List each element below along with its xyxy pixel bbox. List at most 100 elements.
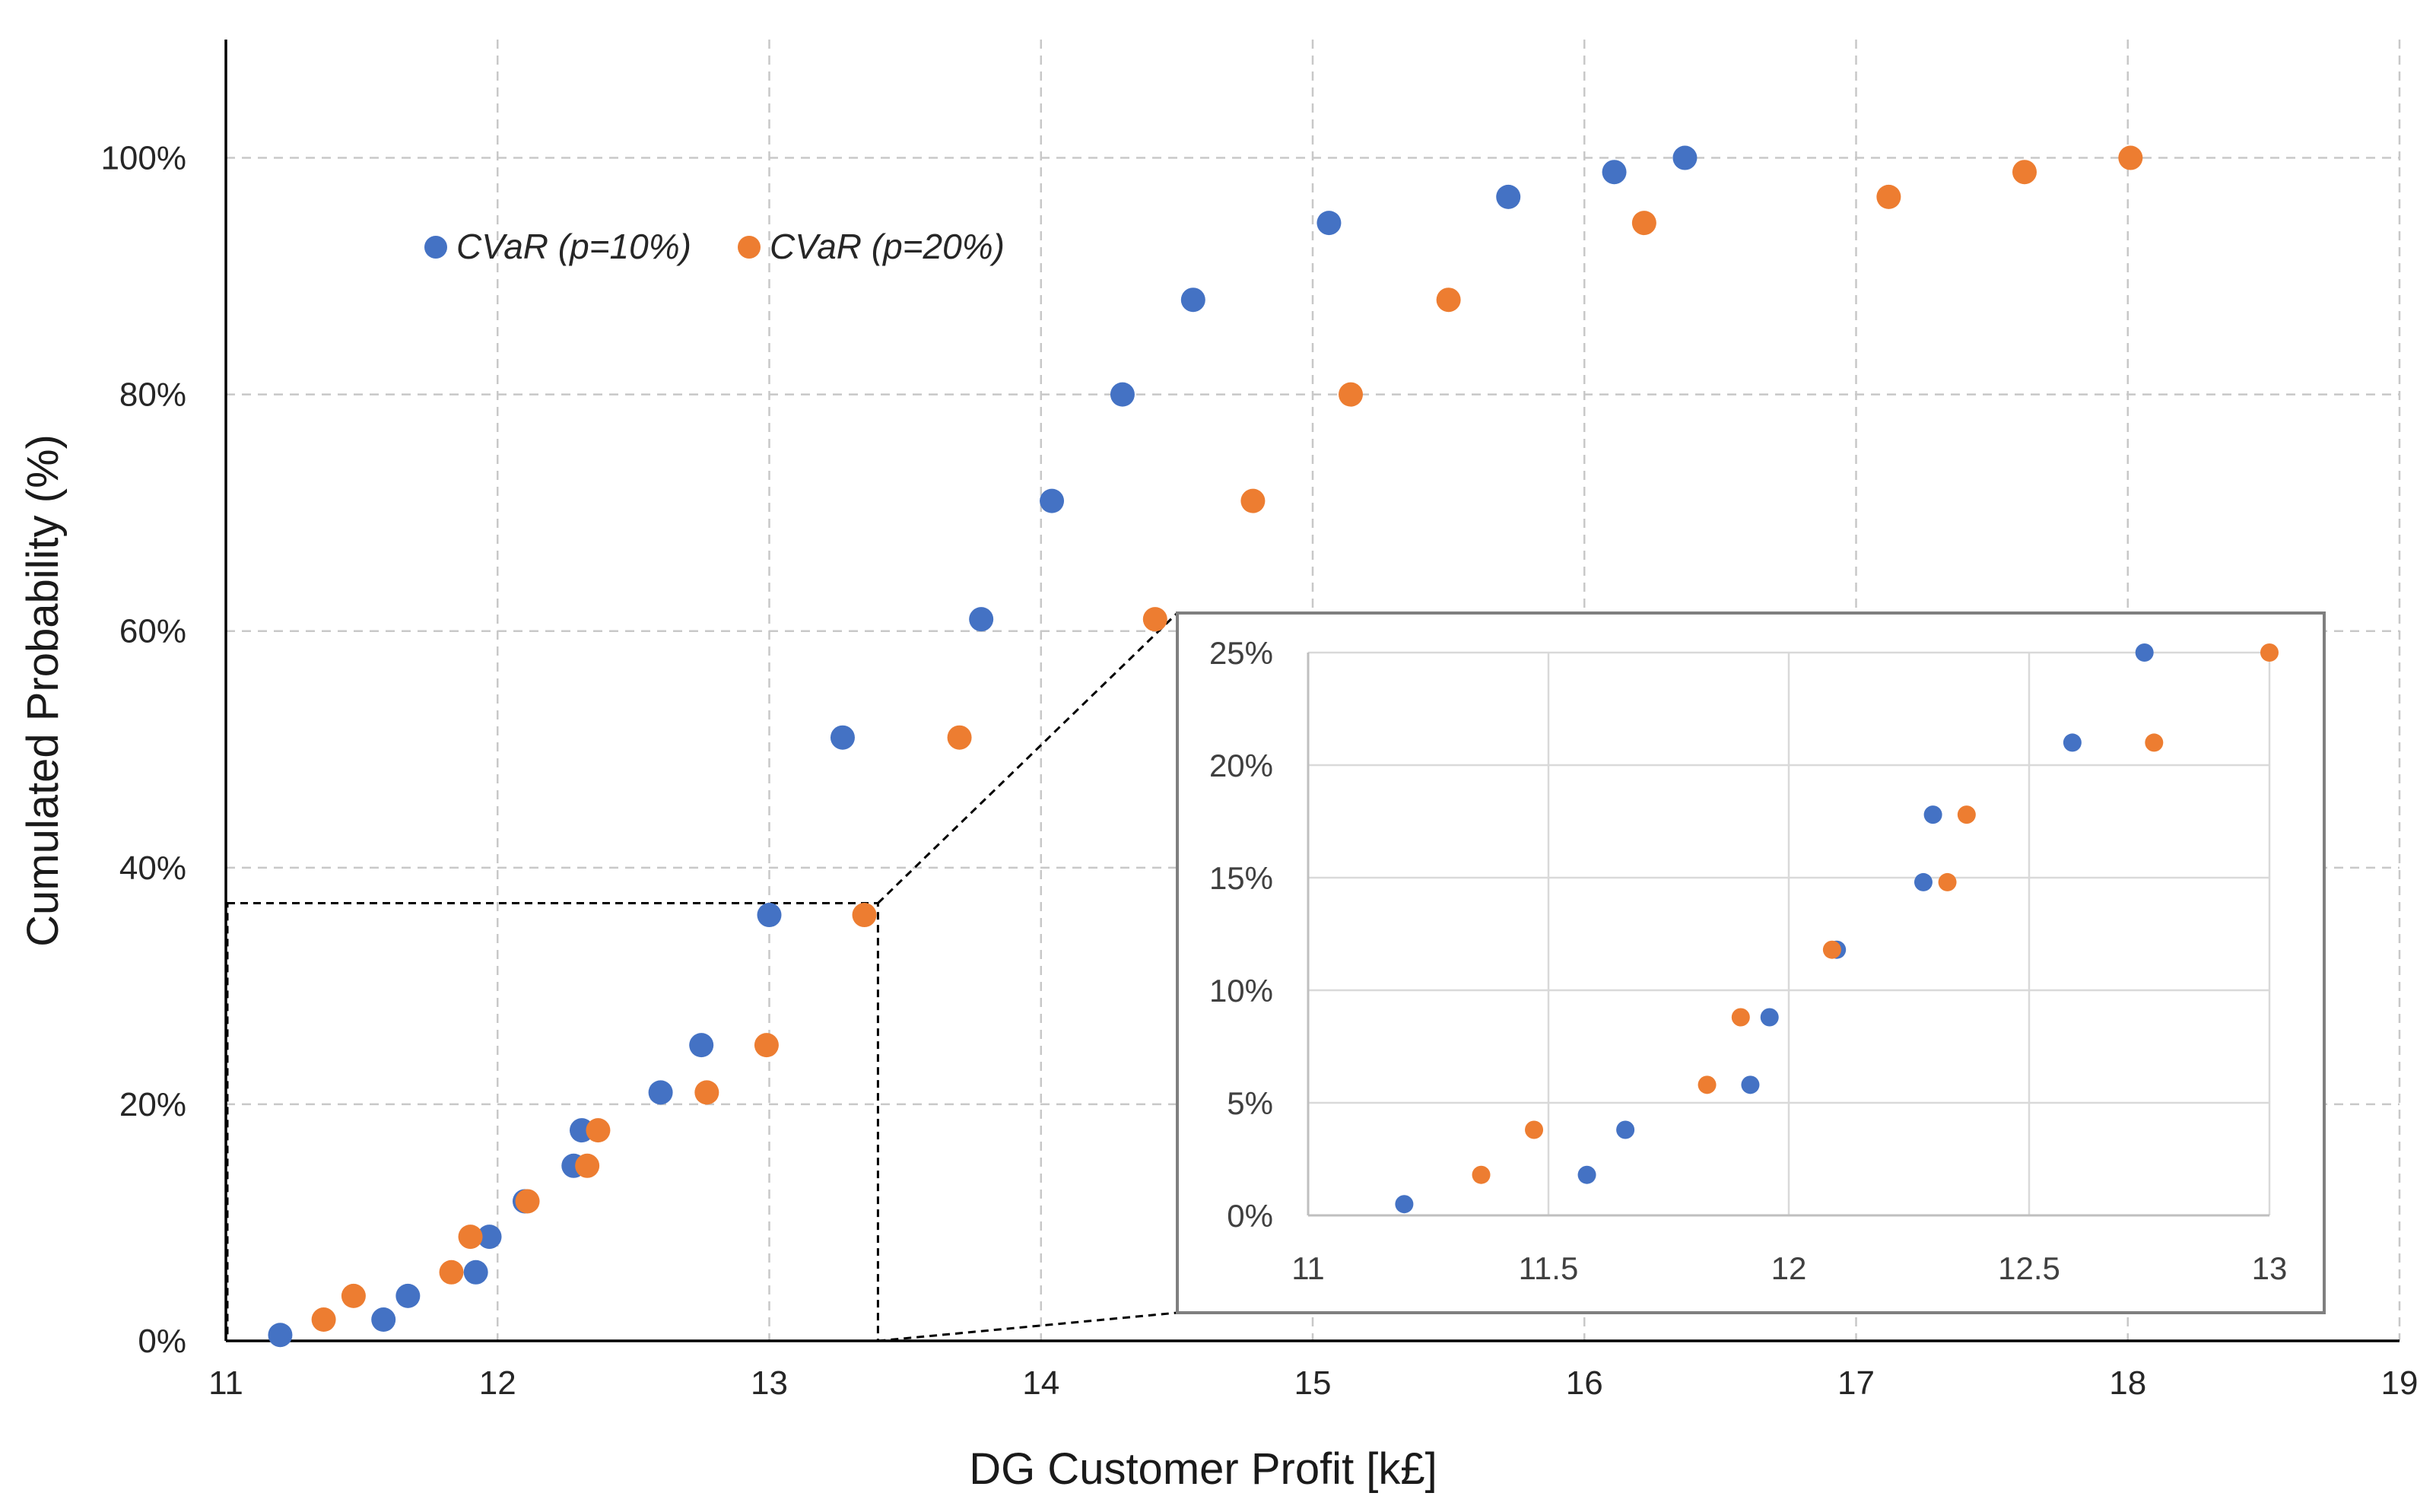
inset-axes [1307,653,2269,1217]
y-tick-label-20: 20% [119,1086,186,1123]
data-point-cvar-p-10 [1602,160,1627,185]
data-point-cvar-p-10 [969,607,994,632]
main-axes [224,40,2399,1342]
inset-x-tick-label-12-5: 12.5 [1998,1250,2060,1286]
zoom-indicator [226,611,1179,1342]
zoom-connector-top [877,611,1179,904]
data-point-cvar-p-20 [1142,607,1167,632]
data-point-cvar-p-20 [1631,211,1656,236]
data-point-cvar-p-10 [648,1080,673,1105]
data-point-cvar-p-10 [395,1283,421,1308]
y-tick-label-0: 0% [138,1323,186,1360]
data-point-cvar-p-20 [694,1080,719,1105]
data-point-cvar-p-10 [477,1225,502,1250]
inset-data-point-cvar-p-10 [2135,643,2154,662]
inset-data-point-cvar-p-20 [1698,1075,1717,1094]
data-point-cvar-p-10 [1496,184,1521,209]
inset-data-point-cvar-p-20 [1822,940,1841,959]
data-point-cvar-p-20 [1876,184,1901,209]
y-tick-label-100: 100% [100,140,186,177]
inset-data-point-cvar-p-10 [1616,1120,1635,1139]
data-point-cvar-p-20 [311,1307,336,1333]
inset-y-tick-label-15: 15% [1209,860,1273,896]
data-point-cvar-p-20 [852,903,877,928]
legend-swatch-cvar-20 [738,236,761,259]
data-point-cvar-p-10 [371,1307,396,1333]
data-point-cvar-p-10 [830,725,855,750]
data-point-cvar-p-20 [586,1118,611,1143]
y-tick-label-40: 40% [119,850,186,887]
main-tick-labels: 11 12 13 14 15 16 17 18 19 0% 20% 40% 60% 80% 100% [100,140,2418,1402]
data-point-cvar-p-20 [341,1283,366,1308]
legend-swatch-cvar-10 [424,236,447,259]
inset-data-point-cvar-p-20 [1525,1120,1544,1139]
x-tick-label-19: 19 [2381,1364,2419,1402]
data-point-cvar-p-20 [754,1033,779,1058]
data-point-cvar-p-10 [1316,211,1342,236]
legend-label-cvar-20: CVaR (p=20%) [770,227,1005,266]
data-point-cvar-p-10 [689,1033,714,1058]
x-tick-label-13: 13 [751,1364,788,1402]
data-point-cvar-p-20 [458,1225,483,1250]
data-point-cvar-p-20 [2012,160,2037,185]
data-point-cvar-p-20 [439,1259,464,1285]
data-point-cvar-p-10 [1110,382,1135,407]
x-tick-label-12: 12 [479,1364,516,1402]
inset-data-point-cvar-p-20 [1731,1008,1750,1027]
x-tick-label-15: 15 [1294,1364,1332,1402]
inset-tick-labels: 11 11.5 12 12.5 13 0% 5% 10% 15% 20% 25% [1209,635,2287,1286]
data-point-cvar-p-20 [1436,287,1461,313]
y-tick-label-60: 60% [119,613,186,650]
data-point-cvar-p-20 [2118,145,2143,170]
inset-x-tick-label-11: 11 [1291,1250,1325,1286]
data-point-cvar-p-10 [1040,488,1065,513]
x-axis-title: DG Customer Profit [k£] [969,1444,1437,1494]
zoom-connector-bottom [878,1311,1178,1342]
inset-frame [1176,611,2326,1314]
data-point-cvar-p-20 [575,1153,600,1178]
inset-y-tick-label-0: 0% [1227,1198,1273,1234]
inset-data-points [1395,643,2279,1214]
main-data-points [268,145,2143,1348]
data-point-cvar-p-20 [947,725,972,750]
data-point-cvar-p-20 [1240,488,1266,513]
inset-x-tick-label-11-5: 11.5 [1519,1250,1579,1286]
inset-data-point-cvar-p-20 [1472,1165,1491,1184]
x-tick-label-11: 11 [208,1364,243,1402]
inset-data-point-cvar-p-20 [1938,872,1957,891]
zoom-rectangle [226,901,879,1342]
data-point-cvar-p-10 [757,903,782,928]
x-tick-label-18: 18 [2109,1364,2146,1402]
legend-label-cvar-10: CVaR (p=10%) [456,227,691,266]
inset-y-tick-label-25: 25% [1209,635,1273,671]
x-tick-label-16: 16 [1566,1364,1603,1402]
data-point-cvar-p-10 [1672,145,1698,170]
legend: CVaR (p=10%) CVaR (p=20%) [424,227,1005,266]
inset-data-point-cvar-p-20 [2145,733,2164,752]
inset-data-point-cvar-p-20 [2260,643,2279,662]
inset-y-tick-label-20: 20% [1209,748,1273,783]
inset-data-point-cvar-p-20 [1957,805,1976,824]
y-axis-title: Cumulated Probability (%) [18,434,68,947]
inset-y-tick-label-10: 10% [1209,973,1273,1009]
y-tick-label-80: 80% [119,376,186,414]
inset-gridlines [1308,651,2271,1215]
inset-x-tick-label-12: 12 [1771,1250,1807,1286]
inset-data-point-cvar-p-10 [1760,1008,1779,1027]
data-point-cvar-p-10 [1180,287,1205,313]
x-tick-label-17: 17 [1837,1364,1875,1402]
inset-y-tick-label-5: 5% [1227,1085,1273,1121]
inset-data-point-cvar-p-10 [1395,1195,1414,1214]
x-tick-label-14: 14 [1022,1364,1059,1402]
inset-data-point-cvar-p-10 [2063,733,2082,752]
inset-data-point-cvar-p-10 [1741,1075,1760,1094]
inset-chart: 11 11.5 12 12.5 13 0% 5% 10% 15% 20% 25% [1176,611,2326,1314]
data-point-cvar-p-20 [1339,382,1364,407]
inset-data-point-cvar-p-10 [1577,1165,1596,1184]
data-point-cvar-p-10 [268,1323,293,1348]
inset-x-tick-label-13: 13 [2252,1250,2288,1286]
inset-data-point-cvar-p-10 [1914,872,1933,891]
inset-data-point-cvar-p-10 [1923,805,1942,824]
